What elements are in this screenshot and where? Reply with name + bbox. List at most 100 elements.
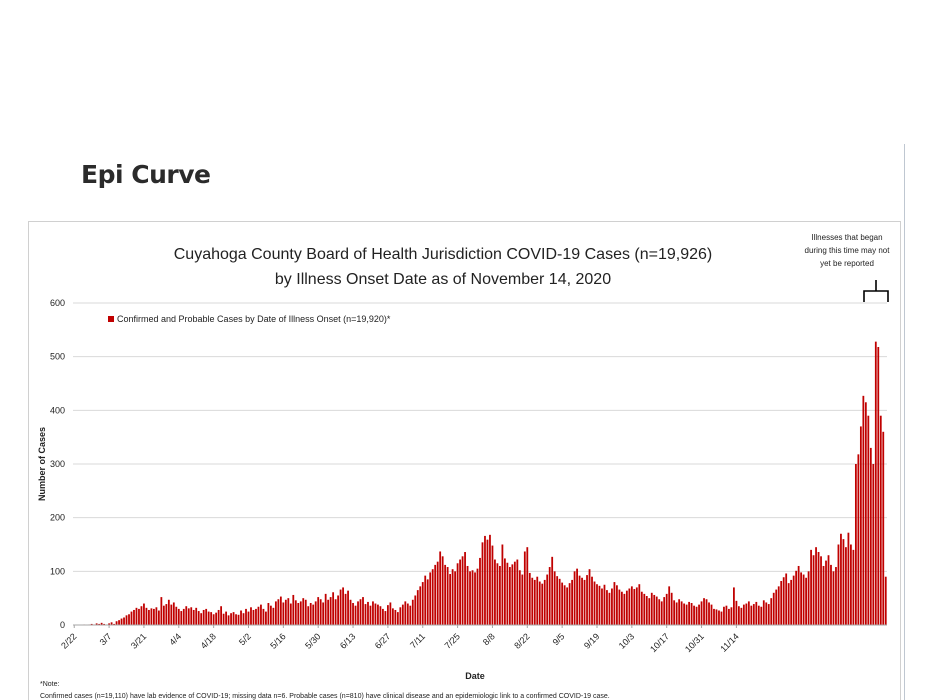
bar xyxy=(655,596,658,625)
bar xyxy=(175,606,178,625)
bar xyxy=(810,549,812,625)
x-tick-label: 3/7 xyxy=(98,631,114,647)
x-tick-label: 4/18 xyxy=(199,631,218,650)
slide-title: Epi Curve xyxy=(81,160,211,189)
bar xyxy=(394,609,397,625)
y-axis-title: Number of Cases xyxy=(37,427,47,501)
bar xyxy=(708,602,710,625)
x-tick-label: 10/3 xyxy=(617,631,636,650)
y-tick-label: 0 xyxy=(60,620,65,630)
bar xyxy=(516,559,519,625)
x-tick-label: 11/14 xyxy=(718,631,741,654)
bar xyxy=(770,598,773,625)
bar xyxy=(469,571,471,625)
bar xyxy=(426,579,429,625)
bars xyxy=(83,341,887,625)
bar xyxy=(698,604,700,625)
x-tick-label: 4/4 xyxy=(167,631,183,647)
bar xyxy=(680,601,683,625)
bar xyxy=(760,606,763,625)
bar xyxy=(182,608,185,625)
x-tick-label: 3/21 xyxy=(129,631,148,650)
x-tick-label: 8/22 xyxy=(512,631,531,650)
bar xyxy=(513,561,516,625)
x-tick-label: 6/13 xyxy=(338,631,357,650)
annotation-bracket-icon xyxy=(863,280,889,302)
bar xyxy=(177,608,180,625)
bar xyxy=(98,623,101,625)
bar xyxy=(387,605,389,625)
bar xyxy=(257,606,260,625)
bar xyxy=(645,596,648,625)
bar xyxy=(369,605,372,625)
bar xyxy=(877,347,880,625)
bar xyxy=(538,581,541,625)
bar xyxy=(640,591,643,625)
bar xyxy=(476,568,479,625)
y-tick-label: 100 xyxy=(50,566,65,576)
bar xyxy=(242,613,245,625)
bar xyxy=(270,605,272,625)
bar xyxy=(668,586,671,625)
bar xyxy=(815,547,817,625)
bar xyxy=(113,623,115,625)
chart-title-line-2: by Illness Onset Date as of November 14,… xyxy=(275,271,611,288)
bar xyxy=(837,544,840,625)
bar xyxy=(267,603,270,625)
bar xyxy=(431,569,434,625)
bar xyxy=(785,573,788,625)
bar xyxy=(718,610,720,625)
bar xyxy=(372,601,374,625)
y-tick-labels: 0 100 200 300 400 500 600 xyxy=(50,298,65,630)
bar xyxy=(643,593,646,625)
bar xyxy=(148,609,150,625)
bar xyxy=(150,608,153,625)
bar xyxy=(752,604,755,625)
bar xyxy=(192,609,195,625)
bar xyxy=(391,608,394,625)
chart-title-line-1: Cuyahoga County Board of Health Jurisdic… xyxy=(174,246,713,263)
bar xyxy=(474,572,476,625)
bar xyxy=(157,610,160,625)
bar xyxy=(882,431,885,625)
bar xyxy=(506,562,509,625)
bar xyxy=(790,579,793,625)
bar xyxy=(635,587,638,625)
bar xyxy=(491,545,494,625)
bar xyxy=(558,578,561,625)
bar xyxy=(541,583,544,625)
bar xyxy=(713,608,715,625)
bar xyxy=(454,571,456,625)
bar xyxy=(884,576,887,625)
y-tick-label: 400 xyxy=(50,405,65,415)
bar xyxy=(421,582,424,625)
bar xyxy=(787,583,790,625)
note-label: *Note: xyxy=(40,681,60,688)
bar xyxy=(459,559,461,625)
bar xyxy=(294,600,297,625)
bar xyxy=(857,454,860,625)
bar xyxy=(449,574,452,625)
bar xyxy=(862,395,865,625)
bar xyxy=(596,584,598,625)
bar xyxy=(167,599,170,625)
bar xyxy=(797,565,800,625)
bar xyxy=(874,341,877,625)
bar xyxy=(755,601,758,625)
bar xyxy=(593,581,596,625)
bar xyxy=(429,572,432,625)
bar xyxy=(103,623,106,625)
bar xyxy=(247,611,250,625)
x-tick-label: 7/25 xyxy=(443,631,462,650)
bar xyxy=(573,571,576,625)
legend: Confirmed and Probable Cases by Date of … xyxy=(108,314,391,324)
bar xyxy=(342,587,344,625)
bar xyxy=(576,568,578,625)
bar xyxy=(354,605,357,625)
gridlines xyxy=(73,302,887,572)
bar xyxy=(693,605,695,625)
bar xyxy=(441,556,444,625)
bar xyxy=(747,601,750,625)
bar xyxy=(292,594,295,625)
bar xyxy=(571,579,573,625)
